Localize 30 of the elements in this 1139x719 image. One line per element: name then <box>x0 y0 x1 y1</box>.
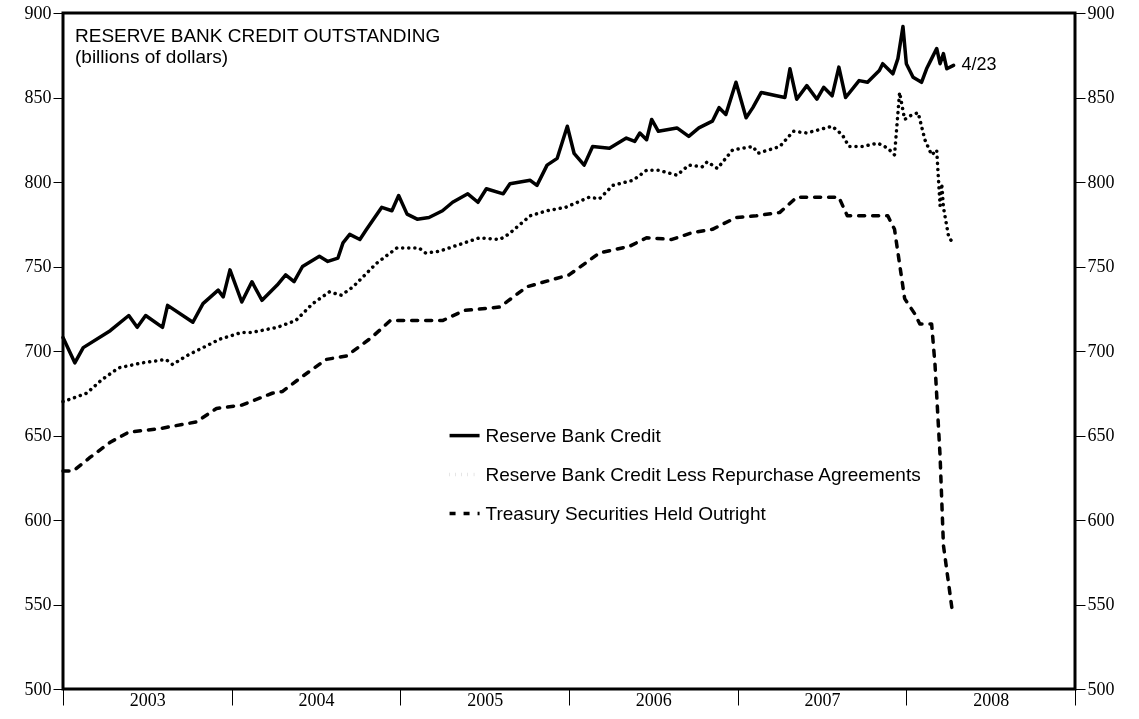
legend-label: Reserve Bank Credit Less Repurchase Agreements <box>485 463 921 485</box>
y-tick-label: 800 <box>24 171 52 192</box>
y2-tick-label: 900 <box>1087 2 1115 23</box>
text: RESERVE BANK CREDIT OUTSTANDING <box>75 25 441 46</box>
y2-tick-label: 800 <box>1087 171 1115 192</box>
y-tick-label: 600 <box>24 509 52 530</box>
legend-label: Reserve Bank Credit <box>485 424 662 446</box>
y-tick-label: 850 <box>24 87 52 107</box>
y2-tick-label: 750 <box>1087 256 1115 276</box>
y-tick-label: 500 <box>24 678 52 699</box>
y2-tick-label: 500 <box>1087 678 1115 699</box>
annotation: 4/23 <box>961 54 997 75</box>
x-tick-label: 2006 <box>635 689 672 710</box>
text: (billions of dollars) <box>75 46 229 67</box>
y-tick-label: 550 <box>24 594 52 614</box>
x-tick-label: 2007 <box>804 689 841 710</box>
x-tick-label: 2003 <box>129 689 166 710</box>
y-tick-label: 650 <box>24 425 52 445</box>
y-tick-label: 900 <box>24 2 52 23</box>
y-tick-label: 750 <box>24 256 52 276</box>
y2-tick-label: 850 <box>1087 87 1115 107</box>
y-tick-label: 700 <box>24 340 52 361</box>
x-tick-label: 2004 <box>298 689 335 710</box>
legend-label: Treasury Securities Held Outright <box>485 502 767 524</box>
y2-tick-label: 550 <box>1087 594 1115 614</box>
x-tick-label: 2008 <box>973 689 1010 710</box>
x-tick-label: 2005 <box>467 689 504 710</box>
y2-tick-label: 650 <box>1087 425 1115 445</box>
y2-tick-label: 700 <box>1087 340 1115 361</box>
y2-tick-label: 600 <box>1087 509 1115 530</box>
